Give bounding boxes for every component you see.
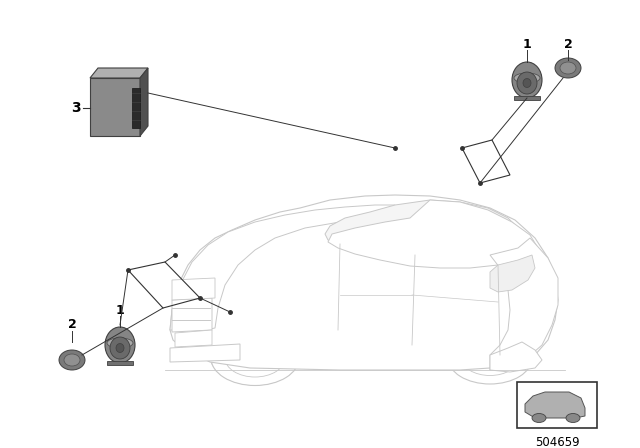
Polygon shape	[172, 278, 215, 300]
Text: 3: 3	[71, 101, 81, 115]
Polygon shape	[90, 68, 148, 78]
Bar	[517, 382, 597, 428]
Ellipse shape	[523, 78, 531, 87]
Polygon shape	[490, 342, 542, 372]
Ellipse shape	[188, 335, 202, 345]
Polygon shape	[490, 238, 558, 370]
Ellipse shape	[448, 332, 532, 384]
Ellipse shape	[116, 344, 124, 353]
Polygon shape	[172, 298, 212, 332]
Ellipse shape	[566, 414, 580, 422]
Ellipse shape	[105, 327, 135, 363]
Polygon shape	[107, 361, 133, 365]
Ellipse shape	[517, 72, 537, 94]
Text: 504659: 504659	[534, 435, 579, 448]
Polygon shape	[325, 200, 518, 254]
Polygon shape	[132, 88, 140, 128]
Polygon shape	[170, 195, 558, 370]
Ellipse shape	[110, 337, 130, 359]
Polygon shape	[525, 392, 585, 418]
Ellipse shape	[512, 62, 542, 98]
Ellipse shape	[107, 338, 133, 348]
Polygon shape	[170, 344, 240, 362]
Polygon shape	[90, 78, 140, 136]
Ellipse shape	[225, 339, 285, 377]
Ellipse shape	[514, 73, 540, 83]
Ellipse shape	[59, 350, 85, 370]
Ellipse shape	[555, 58, 581, 78]
Polygon shape	[175, 330, 212, 347]
Ellipse shape	[560, 62, 576, 74]
Polygon shape	[514, 96, 540, 100]
Text: 1: 1	[116, 303, 124, 316]
Text: 2: 2	[564, 39, 572, 52]
Ellipse shape	[532, 414, 546, 422]
Ellipse shape	[211, 331, 299, 385]
Ellipse shape	[64, 354, 80, 366]
Polygon shape	[140, 68, 148, 136]
Polygon shape	[328, 200, 538, 268]
Polygon shape	[490, 255, 535, 292]
Text: 2: 2	[68, 319, 76, 332]
Ellipse shape	[461, 340, 518, 375]
Polygon shape	[170, 205, 395, 330]
Text: 1: 1	[523, 39, 531, 52]
